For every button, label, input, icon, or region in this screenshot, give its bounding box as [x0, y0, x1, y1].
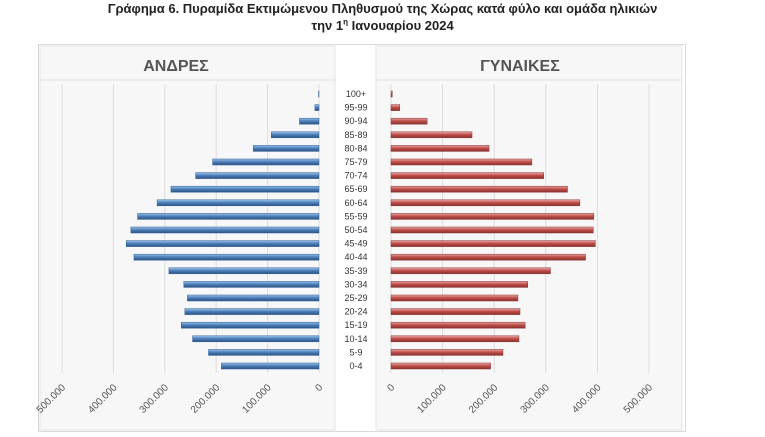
- category-label-20-24: 20-24: [344, 307, 367, 317]
- bar-women-0-4: [390, 362, 491, 370]
- bar-women-10-14: [390, 335, 520, 343]
- bar-women-5-9: [390, 349, 504, 356]
- bar-men-70-74: [195, 172, 320, 179]
- bar-men-50-54: [130, 226, 320, 234]
- bar-men-60-64: [156, 199, 320, 207]
- category-label-5-9: 5-9: [349, 347, 362, 357]
- bar-men-55-59: [137, 213, 320, 220]
- bar-men-35-39: [168, 267, 320, 275]
- title-line-2: την 1η Ιανουαρίου 2024: [0, 17, 765, 34]
- bar-women-20-24: [390, 308, 521, 315]
- category-label-75-79: 75-79: [344, 157, 367, 167]
- category-label-65-69: 65-69: [344, 184, 367, 194]
- bar-women-25-29: [390, 294, 519, 302]
- bar-men-30-34: [183, 281, 320, 288]
- category-label-90-94: 90-94: [344, 116, 367, 126]
- bar-men-45-49: [126, 240, 320, 247]
- bar-men-40-44: [133, 253, 320, 261]
- panel-women: [375, 45, 683, 431]
- bar-men-90-94: [299, 117, 320, 125]
- bar-men-85-89: [270, 131, 320, 139]
- category-label-45-49: 45-49: [344, 239, 367, 249]
- category-label-30-34: 30-34: [344, 279, 367, 289]
- category-label-35-39: 35-39: [344, 266, 367, 276]
- bar-men-10-14: [192, 335, 320, 343]
- series-title-men: ΑΝΔΡΕΣ: [143, 58, 209, 75]
- series-title-women: ΓΥΝΑΙΚΕΣ: [480, 58, 560, 75]
- bar-men-95-99: [314, 104, 320, 111]
- bar-men-25-29: [187, 294, 320, 302]
- category-label-70-74: 70-74: [344, 171, 367, 181]
- bar-women-100+: [390, 90, 393, 98]
- bar-women-55-59: [390, 213, 595, 220]
- title-line-2-sup: η: [343, 17, 349, 27]
- title-line-2-pre: την 1: [311, 18, 344, 33]
- bar-women-60-64: [390, 199, 581, 207]
- category-label-85-89: 85-89: [344, 130, 367, 140]
- bar-women-45-49: [390, 240, 596, 247]
- bar-women-95-99: [390, 104, 401, 111]
- category-label-95-99: 95-99: [344, 103, 367, 113]
- bar-women-30-34: [390, 281, 528, 288]
- bar-women-40-44: [390, 253, 586, 261]
- bar-men-15-19: [180, 321, 320, 329]
- bar-men-5-9: [208, 349, 320, 356]
- bar-women-50-54: [390, 226, 594, 234]
- bar-women-85-89: [390, 131, 473, 139]
- bar-men-75-79: [212, 158, 320, 166]
- bar-women-70-74: [390, 172, 544, 179]
- category-label-0-4: 0-4: [349, 361, 362, 371]
- chart-title: Γράφημα 6. Πυραμίδα Εκτιμώμενου Πληθυσμο…: [0, 0, 765, 34]
- category-label-100+: 100+: [346, 89, 366, 99]
- bar-women-15-19: [390, 321, 526, 329]
- category-label-50-54: 50-54: [344, 225, 367, 235]
- title-line-1: Γράφημα 6. Πυραμίδα Εκτιμώμενου Πληθυσμο…: [107, 1, 658, 16]
- bar-women-90-94: [390, 117, 428, 125]
- bar-men-80-84: [252, 145, 320, 152]
- title-line-2-post: Ιανουαρίου 2024: [348, 18, 454, 33]
- bar-women-80-84: [390, 145, 490, 152]
- category-label-60-64: 60-64: [344, 198, 367, 208]
- category-label-40-44: 40-44: [344, 252, 367, 262]
- category-label-55-59: 55-59: [344, 211, 367, 221]
- bar-men-20-24: [184, 308, 320, 315]
- category-label-15-19: 15-19: [344, 320, 367, 330]
- category-label-80-84: 80-84: [344, 143, 367, 153]
- bar-men-0-4: [221, 362, 320, 370]
- category-label-10-14: 10-14: [344, 334, 367, 344]
- bar-women-35-39: [390, 267, 551, 275]
- bar-men-65-69: [170, 185, 320, 193]
- bar-women-75-79: [390, 158, 533, 166]
- panel-men: [39, 45, 336, 431]
- category-label-25-29: 25-29: [344, 293, 367, 303]
- bar-women-65-69: [390, 185, 568, 193]
